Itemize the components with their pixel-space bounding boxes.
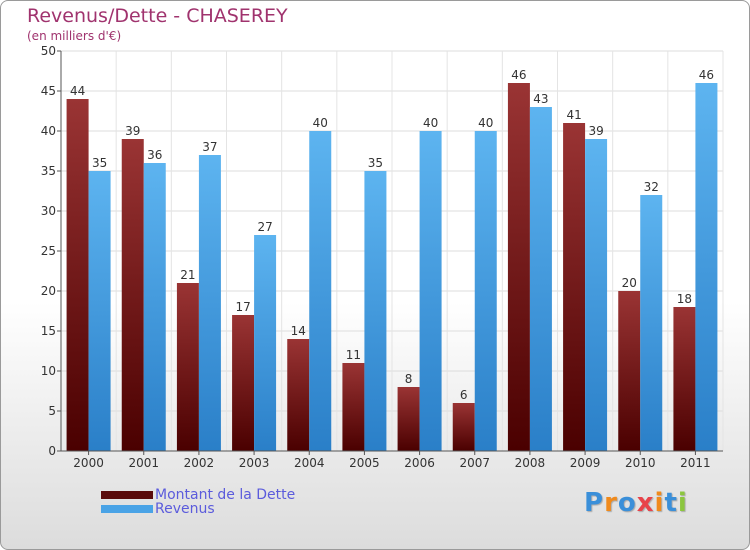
legend-swatch-debt: [101, 491, 153, 499]
x-tick-label: 2010: [625, 456, 656, 470]
data-label: 40: [478, 116, 493, 130]
x-tick-label: 2011: [680, 456, 711, 470]
bar-revenus-2000: [88, 171, 111, 451]
y-tick-label: 45: [41, 84, 56, 98]
bar-revenus-2004: [309, 131, 332, 451]
bar-revenus-2002: [198, 155, 221, 451]
data-label: 11: [346, 348, 361, 362]
bar-dette-2004: [287, 339, 310, 451]
data-label: 20: [622, 276, 637, 290]
bar-dette-2010: [618, 291, 641, 451]
data-label: 27: [257, 220, 272, 234]
bar-revenus-2009: [585, 139, 608, 451]
x-tick-label: 2003: [239, 456, 270, 470]
x-tick-label: 2008: [515, 456, 546, 470]
bar-dette-2011: [673, 307, 696, 451]
data-label: 36: [147, 148, 162, 162]
bar-revenus-2001: [143, 163, 166, 451]
x-tick-label: 2005: [349, 456, 380, 470]
data-label: 37: [202, 140, 217, 154]
x-tick-label: 2009: [570, 456, 601, 470]
chart-title: Revenus/Dette - CHASEREY: [27, 5, 288, 27]
logo-letter: x: [636, 488, 655, 518]
logo-letter: t: [664, 488, 678, 518]
bar-revenus-2010: [640, 195, 663, 451]
data-label: 46: [699, 68, 714, 82]
y-tick-label: 20: [41, 284, 56, 298]
data-label: 46: [511, 68, 526, 82]
bar-dette-2002: [176, 283, 199, 451]
x-tick-label: 2007: [459, 456, 490, 470]
legend-item-revenus: Revenus: [101, 502, 295, 516]
legend: Montant de la Dette Revenus: [101, 488, 295, 516]
bar-dette-2008: [507, 83, 530, 451]
bar-revenus-2006: [419, 131, 442, 451]
y-tick-label: 40: [41, 124, 56, 138]
logo-letter: r: [604, 488, 618, 518]
legend-label-revenus: Revenus: [155, 501, 215, 517]
data-label: 8: [405, 372, 413, 386]
bar-dette-2006: [397, 387, 420, 451]
y-tick-label: 30: [41, 204, 56, 218]
data-label: 17: [235, 300, 250, 314]
bar-dette-2003: [232, 315, 255, 451]
chart-subtitle: (en milliers d'€): [27, 29, 122, 43]
bar-revenus-2008: [529, 107, 552, 451]
y-tick-label: 10: [41, 364, 56, 378]
bar-dette-2001: [121, 139, 144, 451]
bar-revenus-2003: [254, 235, 277, 451]
bar-revenus-2005: [364, 171, 387, 451]
data-label: 32: [644, 180, 659, 194]
data-label: 6: [460, 388, 468, 402]
y-tick-label: 15: [41, 324, 56, 338]
x-tick-label: 2001: [128, 456, 159, 470]
bar-dette-2005: [342, 363, 365, 451]
data-label: 43: [533, 92, 548, 106]
x-tick-label: 2004: [294, 456, 325, 470]
bar-dette-2000: [66, 99, 89, 451]
logo-letter: P: [584, 488, 605, 518]
logo-letter: i: [677, 488, 688, 518]
data-label: 35: [368, 156, 383, 170]
bar-revenus-2007: [474, 131, 497, 451]
bar-dette-2007: [452, 403, 475, 451]
bar-revenus-2011: [695, 83, 718, 451]
logo-letter: o: [617, 488, 637, 518]
logo-letter: i: [654, 488, 665, 518]
data-label: 35: [92, 156, 107, 170]
data-label: 44: [70, 84, 85, 98]
data-label: 18: [677, 292, 692, 306]
x-tick-label: 2002: [184, 456, 215, 470]
data-label: 40: [313, 116, 328, 130]
data-label: 39: [125, 124, 140, 138]
legend-item-debt: Montant de la Dette: [101, 488, 295, 502]
proxiti-logo: Proxiti: [584, 488, 688, 518]
x-tick-label: 2006: [404, 456, 435, 470]
data-label: 21: [180, 268, 195, 282]
legend-label-debt: Montant de la Dette: [155, 487, 296, 503]
y-tick-label: 5: [48, 404, 56, 418]
y-tick-label: 0: [48, 444, 56, 458]
y-tick-label: 35: [41, 164, 56, 178]
data-label: 14: [291, 324, 306, 338]
legend-swatch-revenus: [101, 505, 153, 513]
y-tick-label: 25: [41, 244, 56, 258]
data-label: 39: [588, 124, 603, 138]
data-label: 41: [566, 108, 581, 122]
x-tick-label: 2000: [73, 456, 104, 470]
y-tick-label: 50: [41, 44, 56, 58]
bar-dette-2009: [563, 123, 586, 451]
data-label: 40: [423, 116, 438, 130]
